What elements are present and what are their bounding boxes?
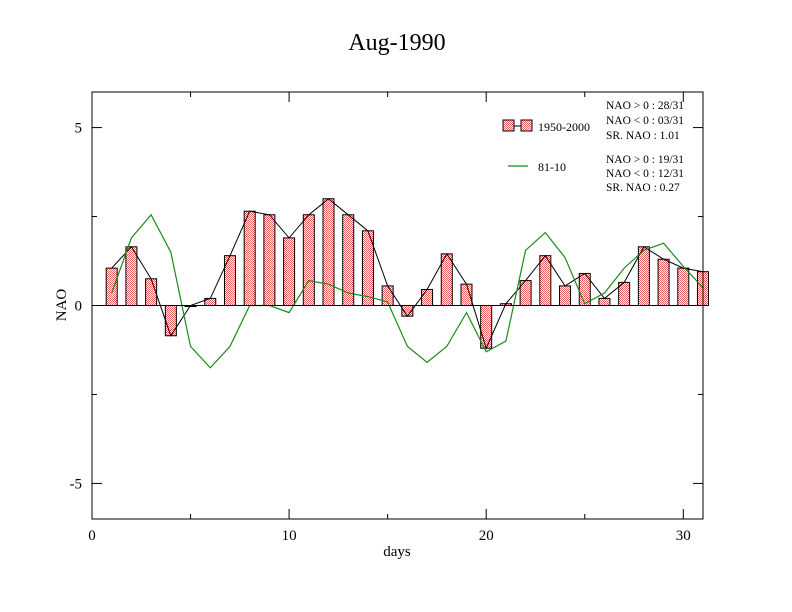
bar-day-12 (322, 198, 335, 306)
bar-day-23 (539, 255, 552, 306)
bar-day-29 (657, 258, 670, 307)
legend-swatch-bar (520, 119, 533, 132)
x-axis-label: days (383, 544, 411, 560)
bar-day-4 (164, 305, 177, 337)
bar-day-28 (637, 246, 650, 307)
legend-label-1950-2000: 1950-2000 (538, 120, 590, 134)
bar-day-11 (302, 214, 315, 306)
bar-day-19 (460, 283, 473, 306)
y-tick-label: 5 (75, 121, 83, 137)
bar-day-9 (263, 214, 276, 306)
chart-title: Aug-1990 (348, 30, 445, 56)
y-tick-label: 0 (75, 299, 83, 315)
y-axis-label: NAO (54, 289, 70, 322)
legend-stat-81-10: NAO > 0 : 19/31 (606, 154, 684, 166)
bar-day-1 (105, 267, 118, 307)
legend-stat-81-10: NAO < 0 : 12/31 (606, 168, 684, 180)
x-tick-label: 10 (282, 528, 297, 544)
x-tick-label: 20 (479, 528, 494, 544)
series-line-81-10 (111, 213, 704, 369)
bar-day-24 (559, 285, 572, 307)
x-tick-label: 0 (88, 528, 96, 544)
bar-day-20 (480, 305, 493, 349)
bar-day-22 (519, 280, 532, 307)
bar-day-17 (421, 288, 434, 306)
bar-day-30 (677, 267, 690, 307)
series-line-1950-2000 (111, 198, 704, 350)
legend-stat-1950-2000: NAO > 0 : 28/31 (606, 100, 684, 112)
legend-swatch-bar (502, 119, 515, 132)
x-tick-label: 30 (676, 528, 691, 544)
legend-stat-1950-2000: NAO < 0 : 03/31 (606, 115, 684, 127)
y-tick-label: -5 (70, 476, 83, 492)
bar-day-26 (598, 297, 611, 306)
bar-day-8 (243, 210, 256, 306)
legend-stat-81-10: SR. NAO : 0.27 (606, 182, 680, 194)
bar-day-10 (283, 237, 296, 306)
bar-day-2 (125, 246, 138, 307)
legend-label-81-10: 81-10 (538, 160, 566, 174)
bar-day-3 (145, 278, 158, 306)
legend-stat-1950-2000: SR. NAO : 1.01 (606, 130, 680, 142)
